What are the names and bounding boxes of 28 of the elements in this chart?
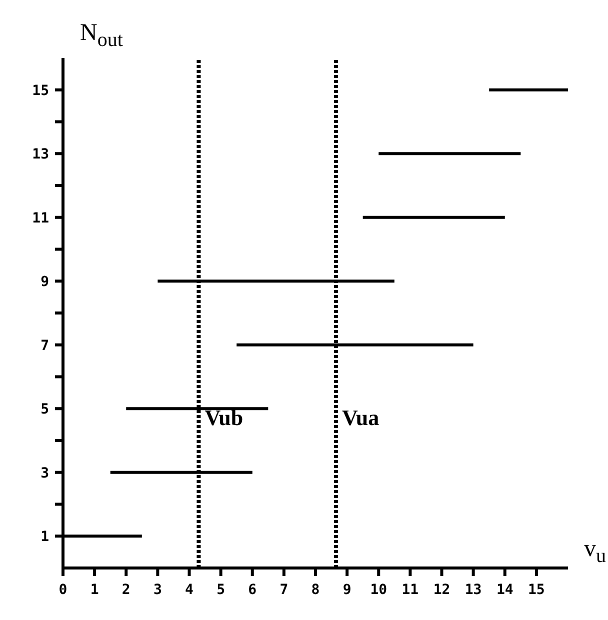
y-axis-title: N$_{out}$: [80, 20, 123, 52]
x-tick-label: 11: [402, 582, 419, 598]
ref-line-label: Vub: [204, 405, 244, 430]
ref-line-label: Vua: [342, 405, 380, 430]
y-tick-label: 3: [40, 465, 49, 482]
y-tick-label: 15: [32, 82, 49, 99]
x-tick-label: 13: [464, 582, 482, 598]
y-tick-label: 9: [40, 274, 49, 290]
x-tick-label: 12: [433, 582, 450, 598]
x-tick-label: 3: [153, 582, 162, 598]
x-tick-label: 5: [216, 582, 226, 598]
x-tick-label: 10: [370, 582, 388, 598]
y-tick-label: 5: [40, 402, 49, 418]
y-tick-label: 11: [32, 210, 49, 226]
x-tick-label: 2: [122, 582, 130, 598]
x-tick-label: 14: [496, 582, 514, 598]
x-tick-label: 15: [528, 582, 545, 598]
y-tick-label: 1: [40, 529, 49, 546]
x-tick-label: 4: [185, 582, 194, 598]
y-tick-label: 7: [40, 338, 49, 354]
x-axis-title: v$_{u}$: [584, 536, 606, 568]
x-tick-label: 1: [90, 582, 99, 598]
x-tick-label: 6: [248, 582, 257, 598]
x-tick-label: 8: [311, 582, 320, 598]
x-tick-label: 9: [342, 582, 352, 598]
x-tick-label: 7: [280, 582, 288, 598]
x-tick-label: 0: [58, 582, 68, 598]
y-tick-label: 13: [32, 146, 49, 163]
